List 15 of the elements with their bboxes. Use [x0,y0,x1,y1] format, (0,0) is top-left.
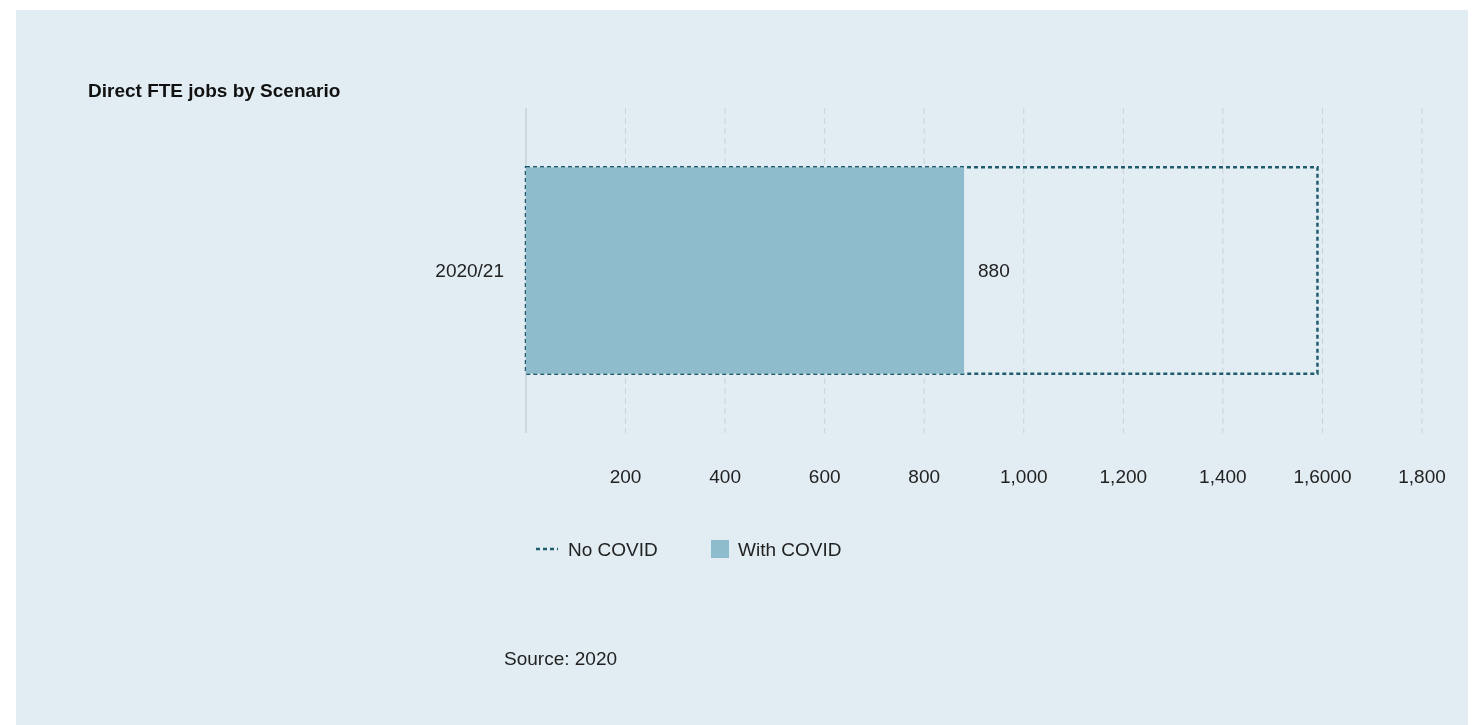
x-tick-label: 600 [808,465,841,487]
data-label: 880 [978,260,1010,281]
x-tick-label: 1,800 [1398,465,1446,487]
x-tick-label: 400 [709,465,741,487]
x-tick-label: 1,400 [1199,465,1247,487]
legend-label: With COVID [738,538,842,560]
y-tick-label: 2020/21 [435,260,504,281]
source-note: Source: 2020 [504,647,618,669]
x-tick-label: 200 [609,465,642,487]
text: Direct FTE jobs by Scenario [88,79,341,101]
legend-label: No COVID [568,538,658,560]
x-tick-label: 1,6000 [1293,465,1352,487]
x-tick-label: 1,200 [1099,465,1148,487]
x-tick-label: 800 [908,465,941,487]
x-tick-label: 1,000 [1000,465,1048,487]
